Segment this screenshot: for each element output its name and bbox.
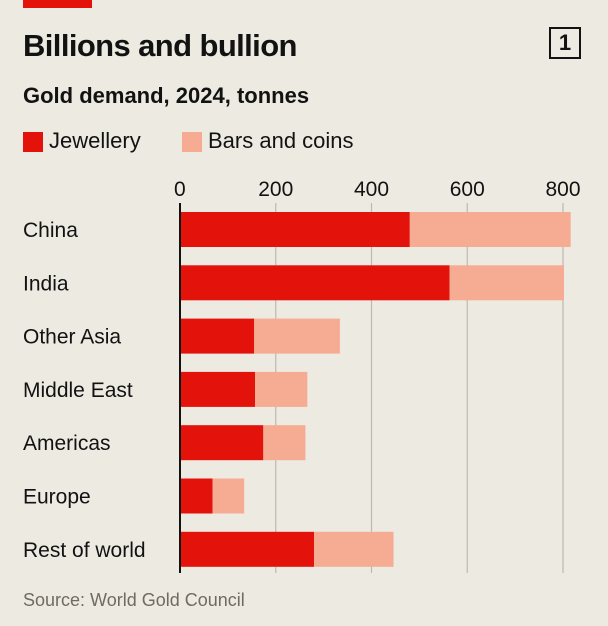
bar-bars-and-coins bbox=[409, 212, 571, 247]
bar-jewellery bbox=[180, 531, 315, 567]
bar-jewellery bbox=[180, 318, 255, 354]
category-label: Europe bbox=[23, 486, 91, 509]
legend-label-bars-and-coins: Bars and coins bbox=[208, 128, 354, 153]
bar-bars-and-coins bbox=[314, 531, 394, 567]
category-label: India bbox=[23, 272, 69, 295]
x-tick-label: 800 bbox=[545, 178, 580, 201]
bar-bars-and-coins bbox=[255, 371, 308, 407]
brand-red-tag bbox=[23, 0, 92, 8]
bar-bars-and-coins bbox=[254, 318, 340, 354]
bar-jewellery bbox=[180, 265, 450, 301]
x-tick-label: 400 bbox=[354, 178, 389, 201]
bar-jewellery bbox=[180, 478, 213, 514]
legend-label-jewellery: Jewellery bbox=[49, 128, 141, 153]
bar-jewellery bbox=[180, 371, 256, 407]
category-label: Other Asia bbox=[23, 326, 121, 349]
x-tick-label: 600 bbox=[450, 178, 485, 201]
category-label: Rest of world bbox=[23, 539, 146, 562]
x-tick-label: 0 bbox=[174, 178, 186, 201]
bar-bars-and-coins bbox=[263, 425, 306, 461]
bar-bars-and-coins bbox=[449, 265, 564, 301]
category-label: Middle East bbox=[23, 379, 133, 402]
category-label: Americas bbox=[23, 432, 111, 455]
source-note: Source: World Gold Council bbox=[23, 590, 245, 610]
legend-swatch-jewellery bbox=[23, 132, 43, 152]
legend-swatch-bars-and-coins bbox=[182, 132, 202, 152]
chart-number-badge: 1 bbox=[549, 27, 581, 59]
x-tick-label: 200 bbox=[258, 178, 293, 201]
bar-jewellery bbox=[180, 425, 264, 461]
chart-subtitle: Gold demand, 2024, tonnes bbox=[23, 83, 310, 108]
chart-title: Billions and bullion bbox=[23, 28, 297, 63]
bar-jewellery bbox=[180, 212, 410, 247]
category-label: China bbox=[23, 219, 78, 242]
bar-bars-and-coins bbox=[212, 478, 245, 514]
